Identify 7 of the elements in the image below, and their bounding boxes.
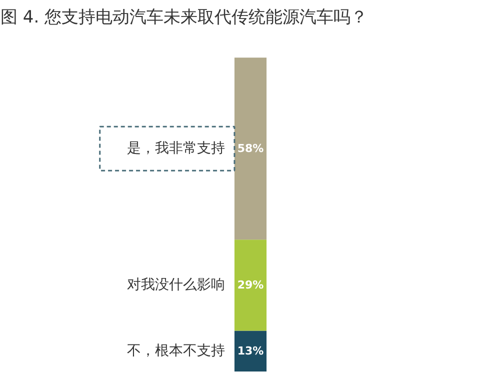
series-label: 是，我非常支持 bbox=[126, 140, 225, 157]
data-label: 13% bbox=[237, 344, 264, 358]
series-label: 对我没什么影响 bbox=[126, 277, 225, 294]
chart-title: 图 4. 您支持电动汽车未来取代传统能源汽车吗？ bbox=[0, 8, 368, 28]
data-label: 29% bbox=[237, 278, 264, 292]
series-label: 不，根本不支持 bbox=[126, 343, 225, 360]
data-label: 58% bbox=[237, 142, 264, 156]
